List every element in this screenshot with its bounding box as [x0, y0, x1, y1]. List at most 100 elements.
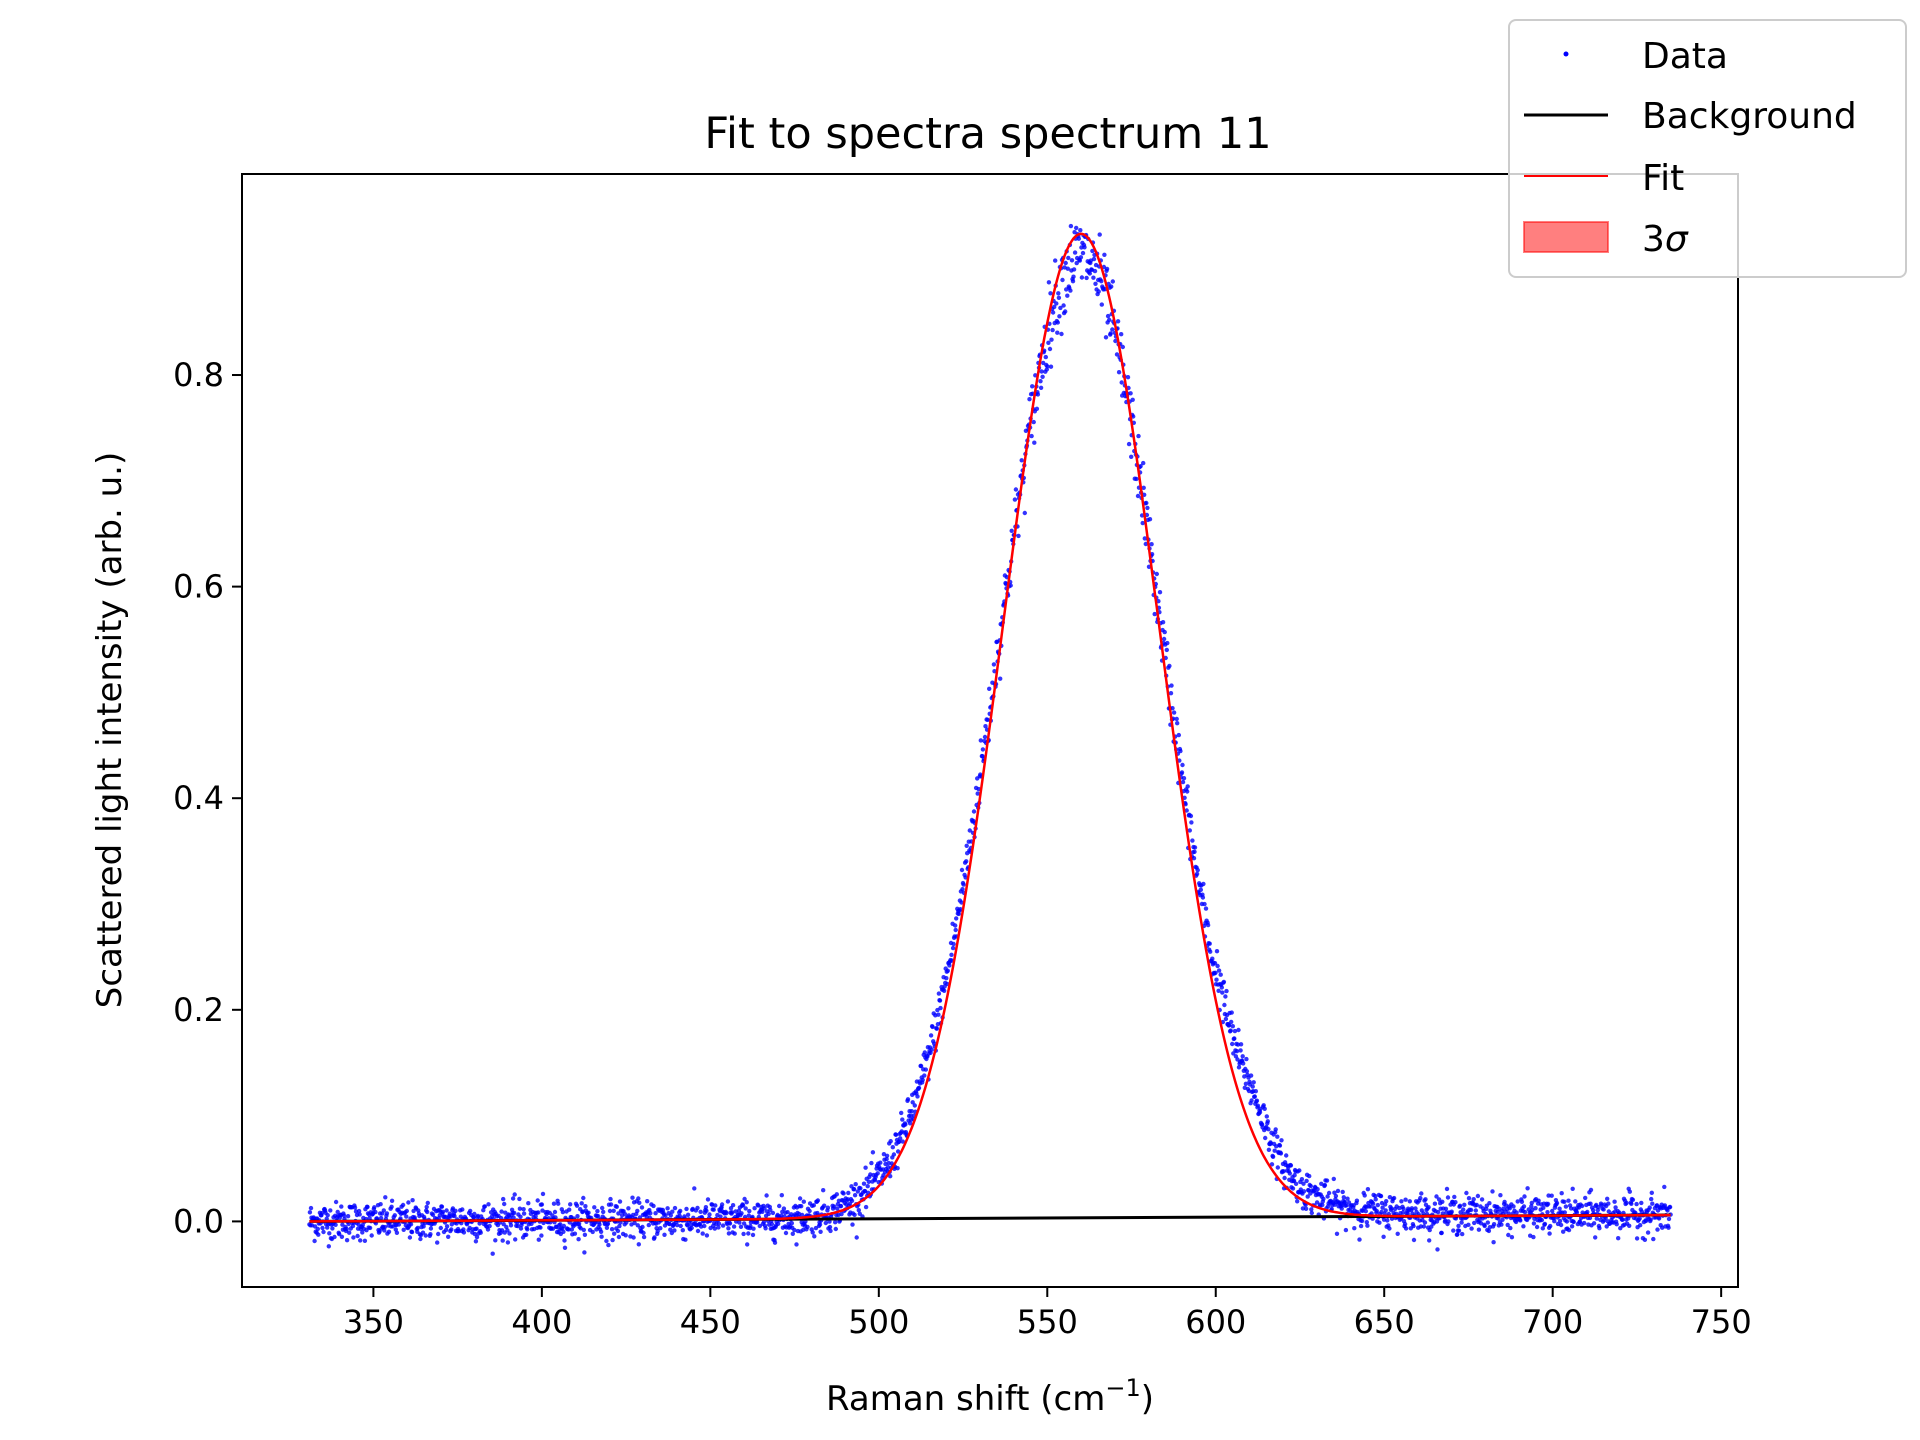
- data-point: [410, 1198, 415, 1203]
- data-point: [1639, 1200, 1644, 1206]
- data-point: [1383, 1208, 1388, 1213]
- data-point: [1446, 1219, 1451, 1224]
- data-point: [1444, 1186, 1450, 1192]
- data-point: [637, 1200, 642, 1206]
- data-point: [1365, 1187, 1371, 1192]
- data-point: [731, 1224, 737, 1229]
- data-point: [474, 1234, 480, 1240]
- data-point: [1656, 1216, 1662, 1221]
- data-point: [325, 1225, 330, 1230]
- data-point: [779, 1193, 784, 1198]
- data-point: [641, 1230, 646, 1236]
- data-point: [789, 1221, 794, 1226]
- data-point: [325, 1213, 330, 1218]
- data-point: [423, 1233, 428, 1238]
- data-point: [1301, 1189, 1307, 1194]
- data-point: [1562, 1210, 1568, 1215]
- data-point: [473, 1239, 479, 1244]
- data-point: [1606, 1201, 1611, 1206]
- data-point: [936, 1012, 941, 1017]
- data-point: [392, 1213, 397, 1218]
- data-point: [1357, 1237, 1362, 1242]
- data-point: [1295, 1199, 1300, 1204]
- data-point: [386, 1229, 392, 1235]
- data-point: [415, 1225, 420, 1231]
- data-point: [745, 1242, 750, 1247]
- data-point: [1055, 330, 1060, 335]
- data-point: [1074, 260, 1079, 266]
- data-point: [1141, 485, 1146, 490]
- data-point: [781, 1206, 787, 1211]
- data-point: [1063, 309, 1068, 314]
- data-point: [1149, 542, 1154, 547]
- data-point: [1055, 320, 1061, 325]
- data-point: [1421, 1211, 1426, 1216]
- data-point: [540, 1191, 546, 1197]
- data-point: [1047, 346, 1053, 352]
- data-point: [340, 1222, 345, 1227]
- data-point: [351, 1235, 356, 1240]
- data-point: [812, 1234, 817, 1239]
- data-point: [1175, 721, 1180, 726]
- data-point: [1203, 906, 1209, 911]
- data-point: [1143, 541, 1149, 547]
- data-point: [741, 1221, 747, 1226]
- data-point: [389, 1204, 394, 1210]
- data-point: [1418, 1224, 1424, 1229]
- data-point: [1476, 1227, 1482, 1232]
- data-point: [515, 1223, 520, 1229]
- data-point: [934, 1026, 939, 1031]
- data-point: [953, 927, 958, 933]
- data-point: [900, 1117, 905, 1122]
- data-point: [513, 1237, 518, 1242]
- data-point: [1333, 1193, 1339, 1199]
- data-point: [1084, 275, 1089, 281]
- y-tick-label: 0.2: [173, 991, 224, 1029]
- data-point: [942, 988, 947, 993]
- data-point: [646, 1222, 651, 1228]
- data-point: [1278, 1151, 1284, 1156]
- data-point: [1248, 1073, 1254, 1078]
- data-point: [858, 1186, 863, 1191]
- data-point: [595, 1213, 601, 1219]
- data-point: [1046, 280, 1052, 285]
- data-point: [425, 1200, 430, 1206]
- data-point: [601, 1209, 606, 1215]
- data-point: [1645, 1230, 1651, 1235]
- data-point: [1500, 1217, 1505, 1223]
- data-point: [704, 1208, 709, 1214]
- data-point: [724, 1211, 729, 1216]
- data-point: [907, 1121, 913, 1126]
- data-point: [328, 1208, 333, 1213]
- data-point: [1031, 419, 1036, 425]
- data-point: [1399, 1199, 1404, 1204]
- data-point: [1650, 1201, 1655, 1206]
- data-point: [775, 1221, 781, 1227]
- data-point: [685, 1212, 691, 1218]
- data-point: [1445, 1195, 1451, 1200]
- x-axis: 350 400 450 500 550 600 650 700 750: [343, 1287, 1752, 1341]
- data-point: [1275, 1134, 1280, 1139]
- data-point: [1648, 1217, 1653, 1222]
- data-point: [1649, 1190, 1655, 1196]
- data-point: [705, 1197, 711, 1202]
- data-point: [1043, 354, 1049, 360]
- data-point: [1050, 310, 1056, 315]
- data-point: [695, 1228, 701, 1234]
- data-point: [1419, 1191, 1424, 1196]
- data-point: [856, 1208, 861, 1213]
- data-point: [827, 1219, 832, 1224]
- data-point: [863, 1165, 868, 1170]
- data-point: [861, 1181, 867, 1186]
- data-point: [920, 1077, 925, 1083]
- data-point: [1165, 640, 1170, 646]
- data-point: [903, 1122, 908, 1127]
- data-point: [321, 1229, 326, 1235]
- data-point: [1282, 1175, 1287, 1181]
- data-point: [339, 1204, 344, 1209]
- data-point: [944, 976, 949, 981]
- data-point: [738, 1224, 744, 1230]
- data-point: [1594, 1216, 1600, 1221]
- data-point: [1201, 881, 1206, 887]
